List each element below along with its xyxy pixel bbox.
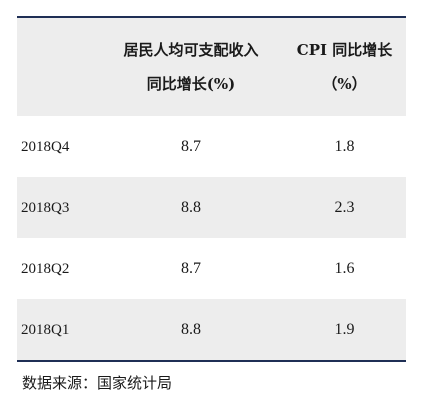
income-growth-cell: 8.8 — [181, 198, 201, 216]
quarter-cell: 2018Q4 — [21, 138, 70, 155]
data-table: 居民人均可支配收入 同比增长(%) CPI 同比增长 （%） 2018Q4 8.… — [17, 16, 406, 362]
header-cell-cpi-growth: CPI 同比增长 （%） — [296, 41, 393, 93]
table-row: 2018Q4 8.7 1.8 — [17, 116, 406, 177]
table-row: 2018Q3 8.8 2.3 — [17, 177, 406, 238]
quarter-cell: 2018Q1 — [21, 321, 70, 338]
table-header-row: 居民人均可支配收入 同比增长(%) CPI 同比增长 （%） — [17, 18, 406, 116]
cpi-growth-cell: 1.6 — [334, 259, 355, 277]
quarter-cell: 2018Q2 — [21, 260, 70, 277]
table-row: 2018Q2 8.7 1.6 — [17, 238, 406, 299]
income-growth-cell: 8.8 — [181, 320, 201, 338]
cpi-growth-cell: 2.3 — [334, 198, 355, 216]
income-growth-cell: 8.7 — [181, 259, 201, 277]
source-note: 数据来源：国家统计局 — [22, 374, 173, 392]
header-cell-income-growth: 居民人均可支配收入 同比增长(%) — [123, 41, 259, 93]
quarter-cell: 2018Q3 — [21, 199, 70, 216]
cpi-growth-cell: 1.8 — [334, 137, 355, 155]
table-row: 2018Q1 8.8 1.9 — [17, 299, 406, 360]
cpi-growth-cell: 1.9 — [334, 320, 355, 338]
income-growth-cell: 8.7 — [181, 137, 201, 155]
